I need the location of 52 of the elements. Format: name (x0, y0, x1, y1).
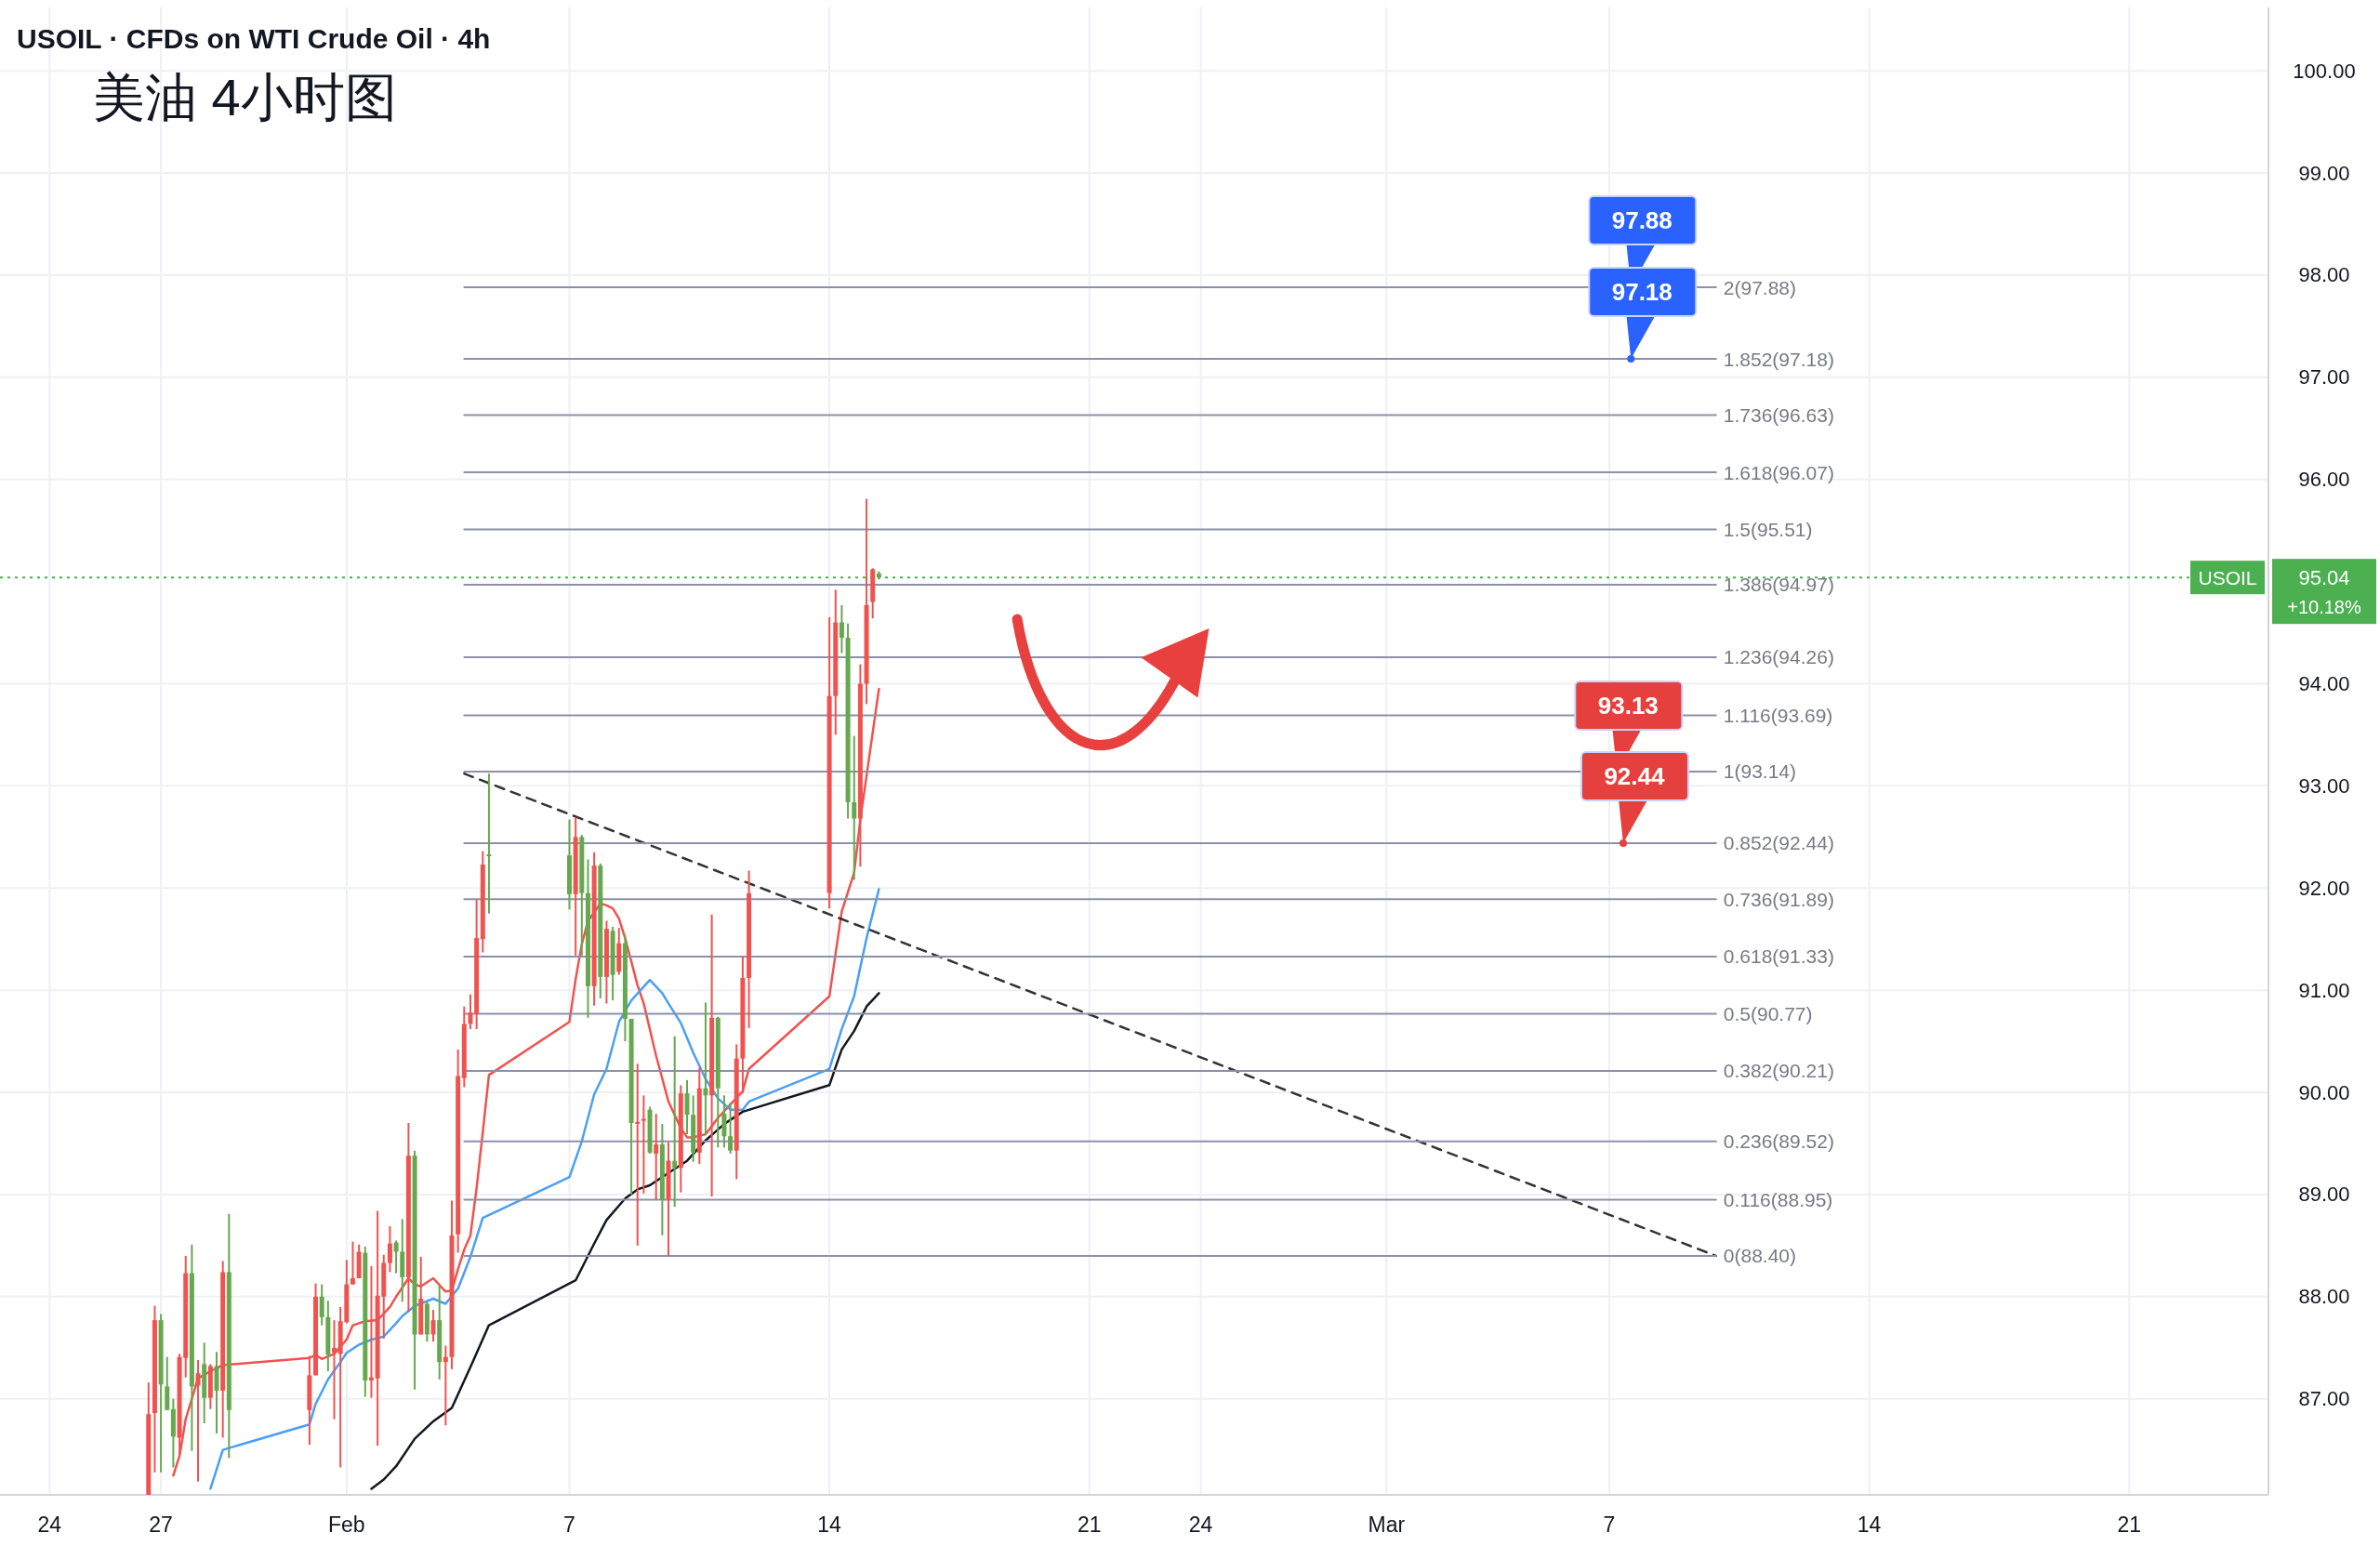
y-tick-label: 98.00 (2298, 263, 2350, 287)
series-label: 0.382(90.21) (1723, 1060, 1834, 1082)
y-tick-label: 97.00 (2298, 365, 2350, 390)
x-tick-label: 24 (1188, 1513, 1213, 1537)
y-tick-label: 93.00 (2298, 773, 2350, 798)
series-label: 1.736(96.63) (1723, 403, 1834, 426)
y-tick-label: 87.00 (2298, 1387, 2350, 1411)
series-label: 1.236(94.26) (1723, 646, 1834, 668)
callout: 92.44 (1580, 750, 1689, 847)
text: +10.18% (2287, 597, 2361, 618)
x-tick-label: 14 (1857, 1513, 1882, 1537)
series-label: 1.116(93.69) (1723, 705, 1833, 727)
series-label: 0.236(89.52) (1723, 1130, 1834, 1153)
y-tick-label: 94.00 (2298, 671, 2350, 695)
y-tick-label: 99.00 (2298, 161, 2350, 185)
y-tick-label: 96.00 (2298, 468, 2350, 492)
y-tick-label: 91.00 (2298, 978, 2350, 1002)
series-label: 0(88.40) (1723, 1245, 1797, 1267)
ref-line-label: 95.04 (2298, 565, 2350, 589)
annotation: 97.88 (1611, 206, 1673, 235)
text: USOIL · CFDs on WTI Crude Oil · 4h (17, 23, 491, 54)
x-tick-label: 21 (2117, 1513, 2141, 1537)
x-tick-label: 14 (817, 1513, 842, 1537)
series-label: 0.852(92.44) (1723, 832, 1834, 854)
series-label: 0.736(91.89) (1723, 888, 1834, 910)
callout: 97.18 (1588, 267, 1698, 363)
x-tick-label: 21 (1077, 1513, 1102, 1537)
y-tick-label: 100.00 (2293, 59, 2356, 83)
x-tick-label: 27 (149, 1513, 173, 1537)
series-label: 0.618(91.33) (1723, 945, 1834, 968)
series-label: 0.116(88.95) (1723, 1188, 1833, 1210)
x-tick-label: Mar (1368, 1513, 1406, 1537)
series-label: 1.386(94.97) (1723, 574, 1834, 596)
y-tick-label: 90.00 (2298, 1080, 2350, 1104)
annotation: 92.44 (1604, 761, 1666, 790)
series-label: 1.618(96.07) (1723, 461, 1834, 483)
x-tick-label: 7 (563, 1513, 575, 1537)
x-tick-label: 7 (1603, 1513, 1616, 1537)
series-label: 1.852(97.18) (1723, 348, 1834, 370)
annotation: USOIL (2198, 566, 2257, 588)
series-label: 1(93.14) (1723, 760, 1797, 783)
series-label: 2(97.88) (1723, 276, 1797, 298)
annotation: 93.13 (1597, 692, 1659, 720)
y-tick-label: 89.00 (2298, 1182, 2350, 1207)
y-tick-label: 88.00 (2298, 1285, 2350, 1309)
series-label: 1.5(95.51) (1723, 519, 1813, 541)
text: 美油 4小时图 (93, 68, 397, 126)
series-label: 0.5(90.77) (1723, 1002, 1813, 1024)
x-tick-label: Feb (328, 1513, 365, 1537)
y-tick-label: 92.00 (2298, 876, 2350, 900)
annotation: 97.18 (1611, 278, 1673, 307)
x-tick-label: 24 (37, 1513, 62, 1537)
